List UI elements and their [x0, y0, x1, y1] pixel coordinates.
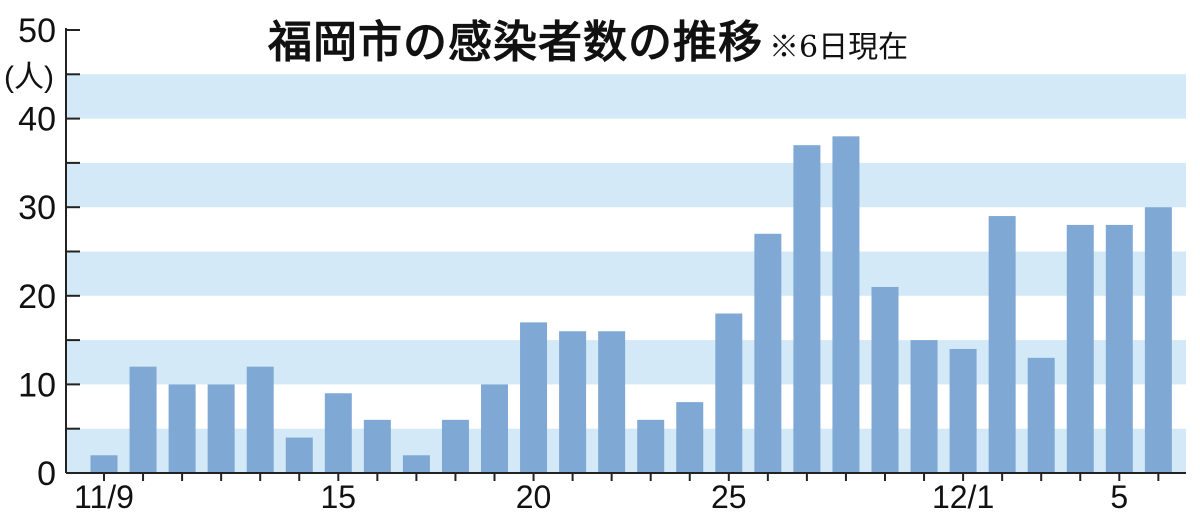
y-axis-unit: (人) — [4, 61, 54, 94]
y-tick-label: 50 — [18, 12, 56, 50]
y-tick-label: 40 — [18, 101, 56, 139]
bar-11-18 — [441, 419, 469, 473]
bar-11-14 — [285, 437, 313, 473]
x-tick-label: 25 — [711, 479, 747, 515]
bar-11-15 — [324, 393, 352, 473]
bar-12-5 — [1105, 224, 1133, 473]
bar-11-30 — [910, 340, 938, 473]
bar-11-16 — [363, 419, 391, 473]
chart-title-main: 福岡市の感染者数の推移 — [268, 17, 763, 68]
bar-11-11 — [168, 384, 196, 473]
bar-11-12 — [207, 384, 235, 473]
bar-12-6 — [1144, 207, 1172, 473]
bar-11-21 — [559, 331, 587, 473]
y-tick-label: 30 — [18, 189, 56, 227]
y-ticks: 0 10 20 30 40 50 — [18, 12, 80, 493]
x-ticks: 11/9 15 20 25 12/1 5 — [74, 473, 1160, 515]
y-tick-label: 0 — [37, 455, 56, 493]
bar-11-13 — [246, 366, 274, 473]
bar-11-20 — [520, 322, 548, 473]
bar-11-23 — [637, 419, 665, 473]
bars — [90, 136, 1172, 473]
bar-11-17 — [402, 455, 430, 473]
x-tick-label: 12/1 — [932, 479, 994, 515]
bar-12-2 — [988, 216, 1016, 473]
bar-11-26 — [754, 233, 782, 473]
grid-band — [66, 251, 1186, 296]
bar-11-10 — [129, 366, 157, 473]
bar-11-24 — [676, 402, 704, 473]
chart-title: 福岡市の感染者数の推移 ※6日現在 — [268, 6, 908, 70]
bar-12-1 — [949, 348, 977, 473]
bar-11-19 — [481, 384, 508, 473]
y-tick-label: 10 — [18, 366, 56, 404]
bar-11-27 — [793, 145, 821, 473]
bar-12-3 — [1027, 357, 1055, 473]
bar-11-22 — [598, 331, 626, 473]
bar-11-25 — [715, 313, 743, 473]
chart-title-note: ※6日現在 — [769, 30, 909, 65]
x-tick-label: 15 — [321, 479, 357, 515]
grid-band — [66, 74, 1186, 119]
bar-11-28 — [832, 136, 860, 473]
x-tick-label: 11/9 — [74, 479, 134, 515]
bar-12-4 — [1066, 224, 1094, 473]
x-tick-label: 20 — [516, 479, 552, 515]
grid-band — [66, 162, 1186, 208]
bar-11-9 — [90, 455, 118, 473]
grid-band — [66, 340, 1186, 385]
x-tick-label: 5 — [1110, 479, 1128, 515]
y-tick-label: 20 — [18, 278, 56, 316]
bar-11-29 — [871, 286, 899, 473]
